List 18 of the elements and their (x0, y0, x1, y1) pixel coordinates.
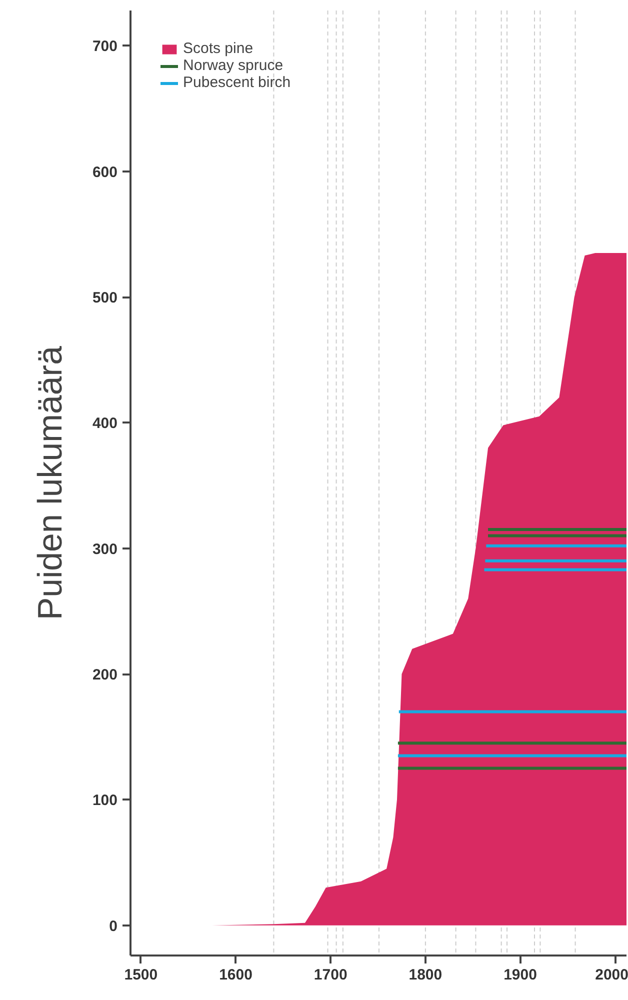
x-tick-label: 1500 (124, 966, 158, 984)
legend-label: Scots pine (183, 40, 254, 57)
y-tick-label: 100 (92, 792, 118, 810)
y-tick-label: 700 (92, 38, 118, 56)
x-tick-label: 1900 (504, 966, 537, 984)
legend-label: Norway spruce (183, 57, 284, 74)
y-tick-label: 400 (92, 415, 118, 432)
y-tick-label: 500 (92, 290, 118, 307)
legend-label: Pubescent birch (183, 74, 291, 91)
y-tick-label: 200 (92, 666, 118, 684)
x-tick-label: 1600 (219, 966, 252, 984)
y-axis-title: Puiden lukumäärä (31, 346, 70, 620)
x-tick-label: 1700 (314, 966, 348, 984)
x-tick-label: 2000 (595, 966, 628, 984)
y-tick-label: 0 (109, 918, 118, 935)
y-tick-label: 600 (92, 164, 118, 181)
x-tick-label: 1800 (408, 966, 442, 984)
y-tick-label: 300 (92, 540, 118, 558)
